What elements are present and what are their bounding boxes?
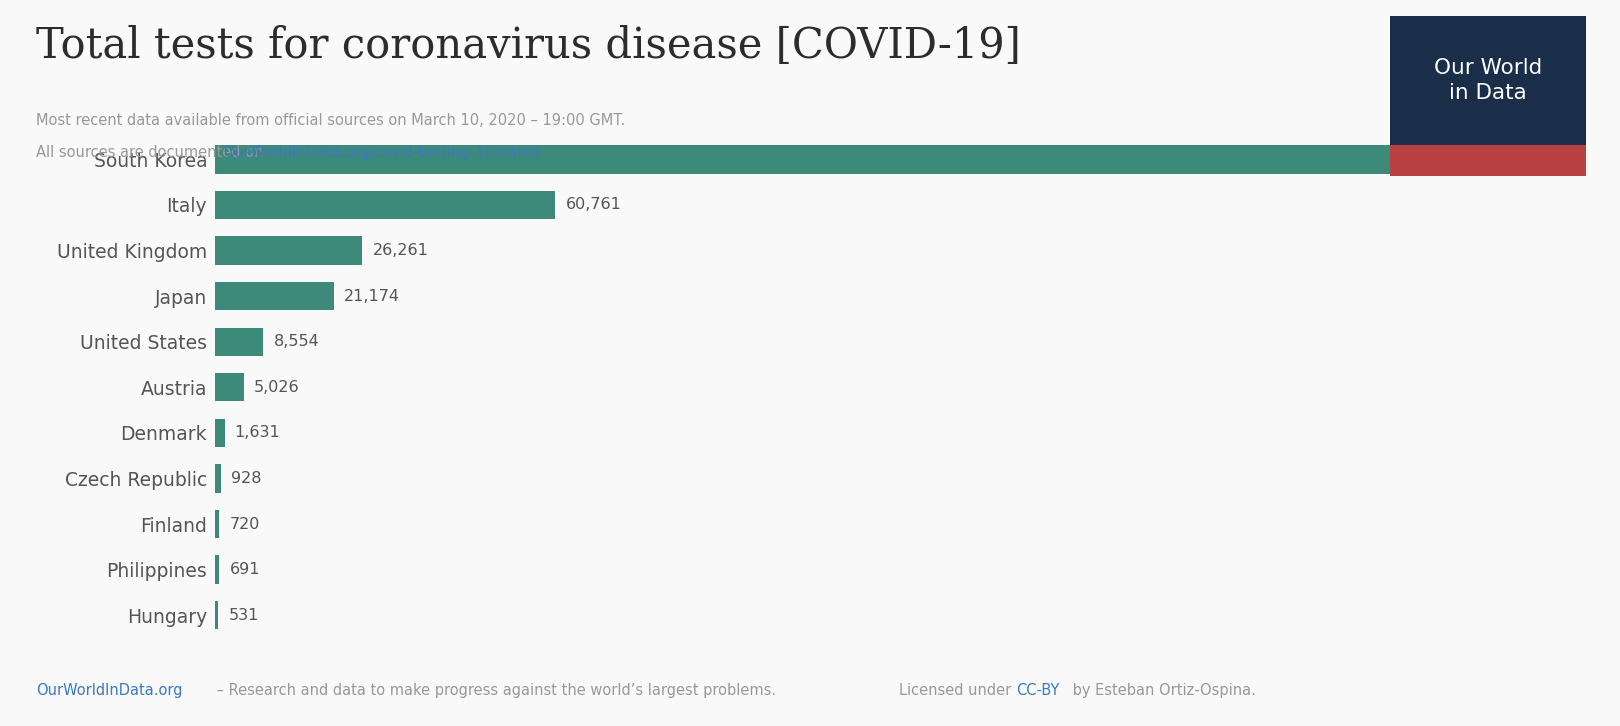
Text: Total tests for coronavirus disease [COVID-19]: Total tests for coronavirus disease [COV… <box>36 25 1021 68</box>
Text: 928: 928 <box>230 471 261 486</box>
Text: 1,631: 1,631 <box>235 425 280 441</box>
Bar <box>215 191 556 219</box>
Text: Most recent data available from official sources on March 10, 2020 – 19:00 GMT.: Most recent data available from official… <box>36 113 625 128</box>
Text: 720: 720 <box>230 516 259 531</box>
Text: 691: 691 <box>230 562 259 577</box>
Text: 60,761: 60,761 <box>565 197 622 213</box>
Text: 210,144: 210,144 <box>1401 152 1468 167</box>
Bar <box>215 145 1392 174</box>
Bar <box>215 419 225 447</box>
Text: Our World
in Data: Our World in Data <box>1434 58 1542 103</box>
Bar <box>215 601 219 629</box>
Bar <box>215 555 219 584</box>
Text: Licensed under: Licensed under <box>899 683 1016 698</box>
Text: by Esteban Ortiz-Ospina.: by Esteban Ortiz-Ospina. <box>1068 683 1256 698</box>
Text: 531: 531 <box>228 608 259 623</box>
Text: OurWorldInData.org: OurWorldInData.org <box>36 683 181 698</box>
Bar <box>215 373 243 401</box>
Text: OurWorldInData.org/covid-testing-10march: OurWorldInData.org/covid-testing-10march <box>224 145 539 160</box>
Text: 5,026: 5,026 <box>254 380 300 395</box>
Text: 21,174: 21,174 <box>343 289 400 303</box>
Bar <box>215 282 334 310</box>
Bar <box>215 327 264 356</box>
Bar <box>215 237 363 265</box>
Bar <box>215 465 220 492</box>
Text: CC-BY: CC-BY <box>1016 683 1059 698</box>
Text: – Research and data to make progress against the world’s largest problems.: – Research and data to make progress aga… <box>212 683 776 698</box>
Text: 26,261: 26,261 <box>373 243 428 258</box>
Text: 8,554: 8,554 <box>274 334 319 349</box>
Text: All sources are documented on: All sources are documented on <box>36 145 267 160</box>
Bar <box>215 510 219 538</box>
